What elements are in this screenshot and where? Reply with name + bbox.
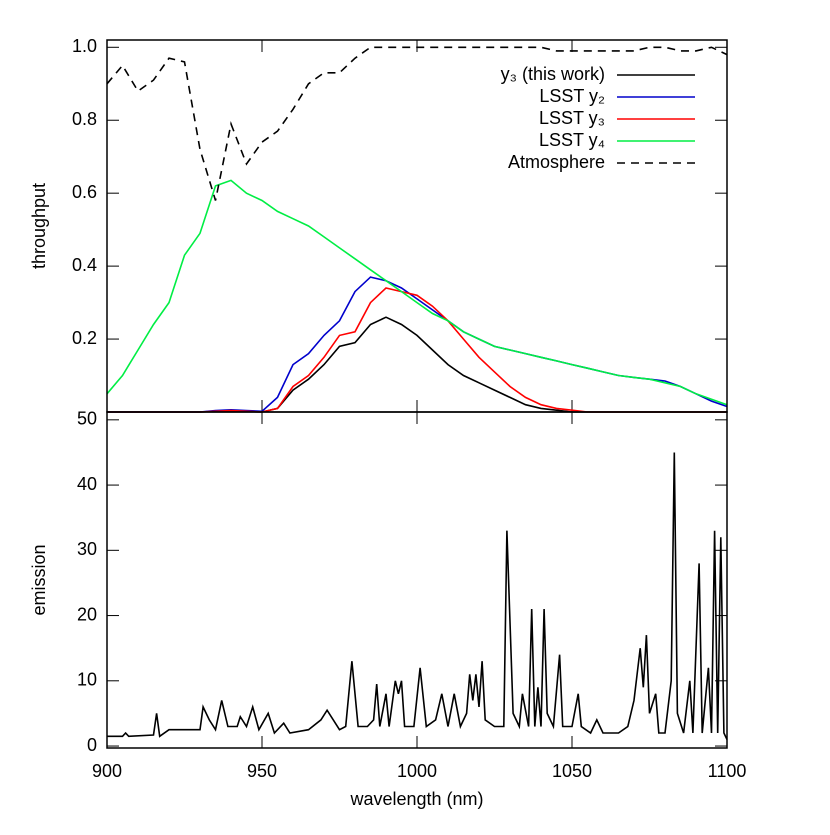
x-tick-label: 950 bbox=[247, 761, 277, 781]
y-tick-label: 1.0 bbox=[72, 36, 97, 56]
plot-frame bbox=[106, 39, 728, 413]
x-tick-label: 900 bbox=[92, 761, 122, 781]
x-axis-label: wavelength (nm) bbox=[349, 789, 483, 809]
data-line bbox=[106, 46, 728, 201]
legend-label: Atmosphere bbox=[508, 152, 605, 172]
legend-label: LSST y₂ bbox=[539, 86, 605, 106]
x-tick-label: 1100 bbox=[708, 761, 747, 781]
y-tick-label: 50 bbox=[77, 409, 97, 429]
y-tick-label: 0.6 bbox=[72, 182, 97, 202]
plot-frame bbox=[106, 411, 728, 749]
data-line bbox=[107, 316, 727, 413]
y-tick-label: 30 bbox=[77, 539, 97, 559]
y-tick-label: 40 bbox=[77, 474, 97, 494]
y-axis-label: emission bbox=[29, 544, 49, 615]
data-line bbox=[107, 287, 727, 413]
y-tick-label: 20 bbox=[77, 604, 97, 624]
legend-label: y₃ (this work) bbox=[501, 64, 605, 84]
data-line bbox=[106, 179, 728, 406]
y-tick-label: 0.4 bbox=[72, 255, 97, 275]
y-tick-label: 0 bbox=[87, 735, 97, 755]
legend-label: LSST y₃ bbox=[539, 108, 605, 128]
y-axis-label: throughput bbox=[29, 183, 49, 269]
data-line bbox=[107, 452, 728, 740]
x-tick-label: 1050 bbox=[552, 761, 592, 781]
x-tick-label: 1000 bbox=[397, 761, 437, 781]
y-tick-label: 0.8 bbox=[72, 109, 97, 129]
y-tick-label: 10 bbox=[77, 670, 97, 690]
data-line bbox=[107, 276, 728, 413]
legend-label: LSST y₄ bbox=[539, 130, 605, 150]
y-tick-label: 0.2 bbox=[72, 328, 97, 348]
